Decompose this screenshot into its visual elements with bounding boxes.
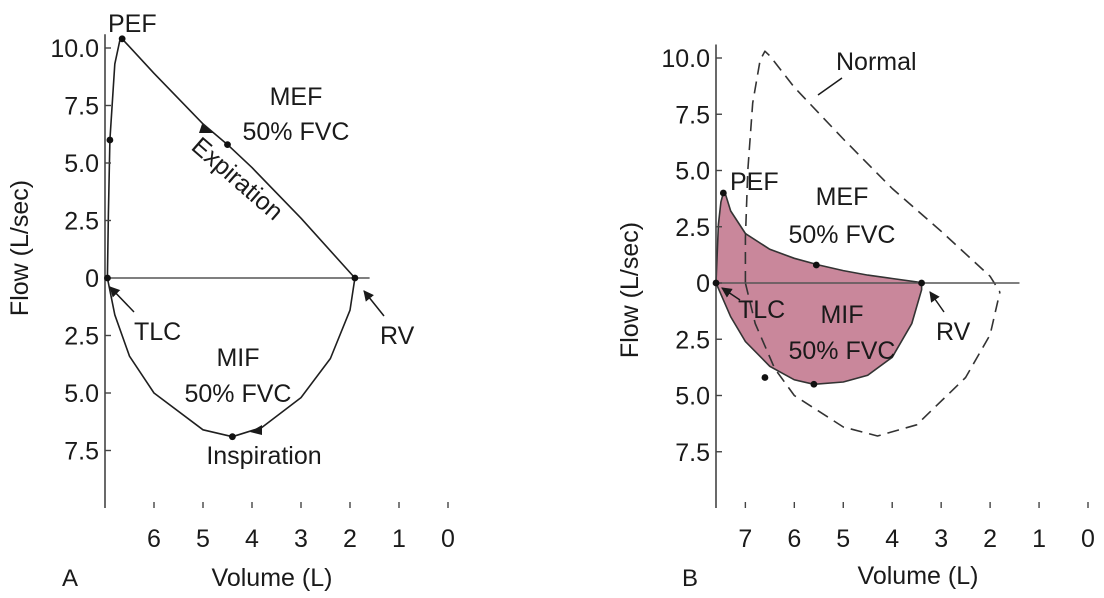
panel-a-expiration-arrow — [199, 124, 214, 133]
panel-b-y-tick-label: 5.0 — [675, 383, 710, 411]
panel-b-data-point — [719, 189, 727, 197]
panel-b-ticks-layer: 7 6 5 4 3 2 1 0 10.0 7.5 5.0 2.5 0 2.5 5.0 7.5 — [661, 45, 1095, 553]
panel-b-normal-pointer — [817, 77, 843, 96]
panel-a-rv-label: RV — [380, 322, 415, 350]
panel-a-y-tick-label: 0 — [85, 265, 99, 293]
panel-b-x-tick-label: 5 — [836, 525, 850, 553]
panel-a-pef-label: PEF — [108, 10, 157, 38]
panel-b-normal-label: Normal — [836, 48, 917, 76]
panel-b-y-tick-label: 7.5 — [675, 439, 710, 467]
panel-a-series-line-0 — [106, 37, 356, 279]
panel-b-x-tick-label: 0 — [1081, 525, 1095, 553]
panel-b-mif-label-line1: MIF — [820, 301, 863, 329]
panel-b-region-layer — [715, 191, 923, 386]
panel-a: 6 5 4 3 2 1 0 10.0 7.5 5.0 2.5 0 2.5 5.0 7.5 Volume (L… — [6, 10, 455, 592]
panel-a-mef-label-line1: MEF — [270, 83, 323, 111]
panel-b-x-tick-label: 7 — [738, 525, 752, 553]
panel-a-mif-label-line2: 50% FVC — [185, 380, 292, 408]
panel-b-tlc-pointer — [721, 287, 741, 301]
panel-a-x-tick-label: 6 — [147, 525, 161, 553]
panel-b-x-tick-label: 2 — [983, 525, 997, 553]
panel-a-data-point — [229, 433, 236, 441]
panel-b-patient-loop — [715, 191, 923, 386]
panel-b-letter: B — [682, 565, 698, 592]
panel-a-y-tick-label: 7.5 — [64, 438, 99, 466]
panel-a-data-point — [351, 274, 359, 282]
panel-b-pef-label: PEF — [730, 168, 779, 196]
panel-a-ticks-layer: 6 5 4 3 2 1 0 10.0 7.5 5.0 2.5 0 2.5 5.0 7.5 — [50, 35, 455, 553]
panel-b: 7 6 5 4 3 2 1 0 10.0 7.5 5.0 2.5 0 2.5 5.0 7.5 Volume (… — [616, 44, 1095, 592]
panel-a-x-tick-label: 3 — [294, 525, 308, 553]
panel-a-x-tick-label: 0 — [441, 525, 455, 553]
panel-b-data-point — [918, 279, 925, 287]
panel-b-series-layer — [744, 50, 1001, 437]
panel-b-y-tick-label: 5.0 — [675, 158, 710, 186]
panel-a-tlc-label: TLC — [134, 318, 181, 346]
panel-a-y-tick-label: 7.5 — [64, 93, 99, 121]
panel-a-letter: A — [62, 565, 78, 592]
panel-b-data-point — [712, 279, 720, 287]
panel-a-data-point — [106, 136, 114, 144]
panel-b-y-tick-label: 10.0 — [661, 45, 710, 73]
panel-b-axes-layer — [715, 44, 1020, 508]
panel-a-x-tick-label: 4 — [245, 525, 259, 553]
panel-b-rv-label: RV — [936, 318, 971, 346]
panel-a-inspiration-label: Inspiration — [206, 442, 321, 470]
panel-a-data-point — [104, 274, 111, 282]
panel-a-mef-label-line2: 50% FVC — [243, 118, 350, 146]
panel-b-points-layer — [712, 189, 925, 388]
panel-a-x-tick-label: 5 — [196, 525, 210, 553]
panel-a-data-point — [118, 35, 126, 43]
panel-b-data-point — [812, 261, 820, 269]
panel-b-x-tick-label: 4 — [885, 525, 899, 553]
panel-b-mef-label-line1: MEF — [816, 183, 869, 211]
panel-a-inspiration-arrow — [250, 425, 262, 435]
panel-a-data-point — [224, 141, 231, 149]
panel-a-x-tick-label: 1 — [392, 525, 406, 553]
panel-b-rv-pointer — [929, 291, 945, 313]
panel-b-tlc-label: TLC — [738, 296, 785, 324]
panel-b-y-tick-label: 2.5 — [675, 214, 710, 242]
panel-b-y-tick-label: 7.5 — [675, 101, 710, 129]
panel-a-x-tick-label: 2 — [343, 525, 357, 553]
panel-a-points-layer — [104, 35, 359, 441]
panel-b-x-tick-label: 6 — [787, 525, 801, 553]
panel-a-mif-label-line1: MIF — [216, 344, 259, 372]
panel-b-mef-label-line2: 50% FVC — [789, 221, 896, 249]
panel-b-series-line-1 — [744, 282, 1001, 437]
panel-b-y-tick-label: 2.5 — [675, 326, 710, 354]
panel-a-y-axis-title: Flow (L/sec) — [6, 180, 34, 316]
panel-a-x-axis-title: Volume (L) — [212, 564, 333, 592]
panel-b-series-line-0 — [744, 50, 1001, 293]
panel-a-expiration-label: Expiration — [186, 132, 288, 226]
panel-b-data-point — [810, 380, 818, 388]
panel-b-y-tick-label: 0 — [696, 270, 710, 298]
panel-b-x-tick-label: 1 — [1032, 525, 1046, 553]
panel-a-y-tick-label: 2.5 — [64, 208, 99, 236]
panel-b-data-point — [761, 374, 769, 381]
panel-a-rv-pointer — [363, 290, 385, 317]
panel-b-mif-label-line2: 50% FVC — [789, 337, 896, 365]
panel-a-y-tick-label: 10.0 — [50, 35, 99, 63]
panel-b-x-axis-title: Volume (L) — [858, 562, 979, 590]
panel-a-axes-layer — [104, 34, 370, 508]
panel-b-y-axis-title: Flow (L/sec) — [616, 222, 644, 358]
panel-a-y-tick-label: 5.0 — [64, 380, 99, 408]
panel-a-y-tick-label: 2.5 — [64, 323, 99, 351]
panel-a-y-tick-label: 5.0 — [64, 150, 99, 178]
panel-a-tlc-pointer — [109, 286, 135, 313]
panel-b-x-tick-label: 3 — [934, 525, 948, 553]
